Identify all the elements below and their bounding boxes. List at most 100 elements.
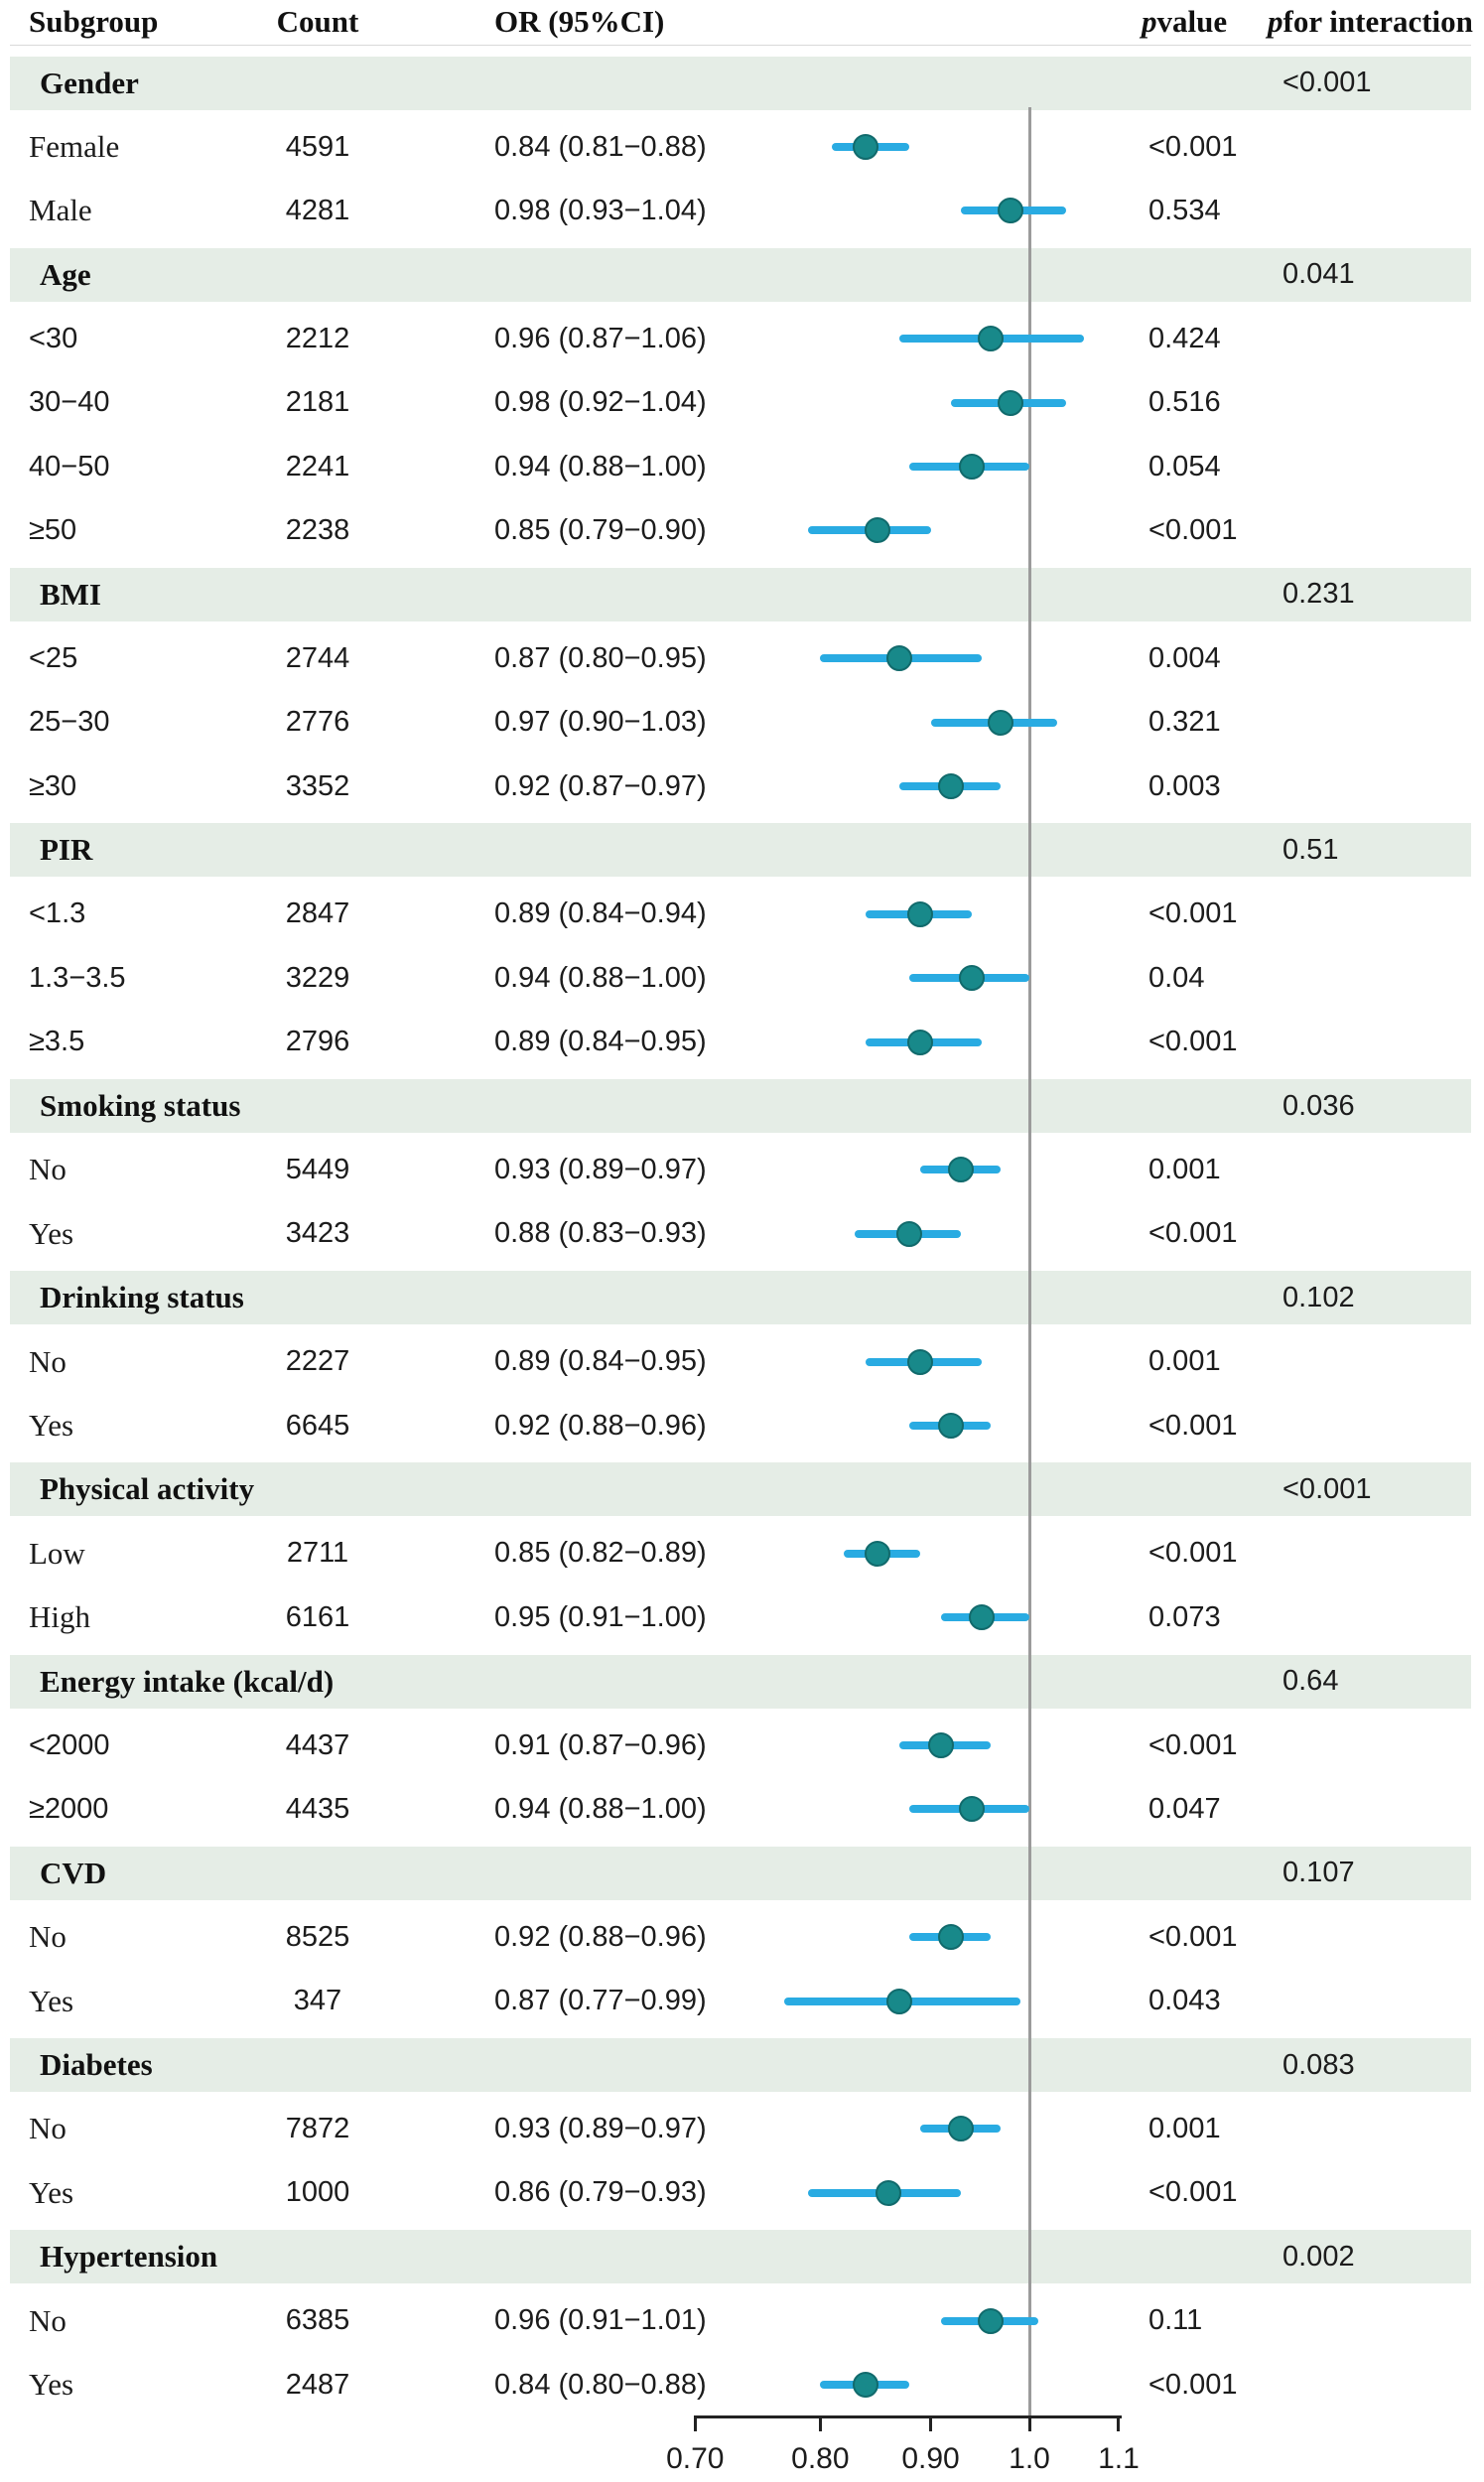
subgroup-label: <2000 <box>29 1728 110 1761</box>
or-dot <box>906 900 933 927</box>
count-value: 2238 <box>285 513 350 546</box>
subgroup-label: Female <box>29 129 120 164</box>
or-ci-text: 0.95 (0.91−1.00) <box>494 1600 707 1633</box>
or-dot <box>948 1157 975 1183</box>
x-axis-tick <box>1027 2415 1031 2431</box>
or-dot <box>997 389 1023 416</box>
p-value: 0.11 <box>1148 2304 1203 2337</box>
subgroup-label: Yes <box>29 2174 74 2210</box>
or-ci-text: 0.84 (0.80−0.88) <box>494 2368 707 2401</box>
or-dot <box>988 709 1014 736</box>
or-dot <box>938 773 965 799</box>
x-axis-tick-label: 0.90 <box>901 2442 960 2475</box>
count-value: 3423 <box>285 1217 350 1250</box>
subgroup-label: ≥50 <box>29 513 77 546</box>
subgroup-label: No <box>29 1919 67 1955</box>
x-axis-tick <box>818 2415 822 2431</box>
count-value: 2847 <box>285 897 350 930</box>
count-value: 4435 <box>285 1792 350 1825</box>
or-dot <box>968 1604 995 1631</box>
p-value: 0.073 <box>1148 1600 1221 1633</box>
x-axis-tick <box>693 2415 697 2431</box>
count-value: 5449 <box>285 1153 350 1185</box>
category-label: Gender <box>40 65 139 100</box>
category-row: Hypertension 0.002 <box>10 2230 1471 2284</box>
column-header-count-label: Count <box>276 4 359 39</box>
subgroup-label: ≥2000 <box>29 1792 109 1825</box>
subgroup-label: 40−50 <box>29 450 110 483</box>
subgroup-label: High <box>29 1599 90 1635</box>
category-row: BMI 0.231 <box>10 567 1471 621</box>
subgroup-label: No <box>29 1152 67 1187</box>
column-header-count: Count <box>248 0 387 44</box>
or-ci-text: 0.92 (0.87−0.97) <box>494 769 707 802</box>
x-axis-tick-label: 0.80 <box>791 2442 850 2475</box>
p-value: 0.424 <box>1148 322 1221 354</box>
count-value: 6645 <box>285 1409 350 1442</box>
or-dot <box>997 198 1023 224</box>
p-value-header-rest: value <box>1156 4 1228 39</box>
p-value: 0.04 <box>1148 961 1205 994</box>
reference-line <box>1027 107 1031 2415</box>
count-value: 2227 <box>285 1345 350 1378</box>
or-ci-text: 0.98 (0.92−1.04) <box>494 386 707 419</box>
or-dot <box>948 2116 975 2142</box>
or-ci-text: 0.87 (0.77−0.99) <box>494 1985 707 2017</box>
or-dot <box>938 1413 965 1439</box>
p-value: 0.004 <box>1148 641 1221 674</box>
or-ci-text: 0.93 (0.89−0.97) <box>494 2112 707 2144</box>
subgroup-label: 30−40 <box>29 386 110 419</box>
p-interaction-value: 0.51 <box>1282 833 1339 866</box>
p-value: <0.001 <box>1148 1728 1238 1761</box>
count-value: 6161 <box>285 1600 350 1633</box>
or-dot <box>938 1924 965 1951</box>
header-divider <box>10 45 1471 46</box>
p-value: <0.001 <box>1148 897 1238 930</box>
subgroup-label: ≥30 <box>29 769 77 802</box>
or-ci-text: 0.94 (0.88−1.00) <box>494 1792 707 1825</box>
or-ci-text: 0.89 (0.84−0.95) <box>494 1026 707 1058</box>
p-value: <0.001 <box>1148 1217 1238 1250</box>
category-row: CVD 0.107 <box>10 1846 1471 1900</box>
or-dot <box>885 645 912 672</box>
category-row: Physical activity <0.001 <box>10 1462 1471 1517</box>
p-interaction-header-rest: for interaction <box>1282 4 1473 39</box>
or-dot <box>853 2372 879 2398</box>
p-interaction-value: 0.107 <box>1282 1857 1355 1889</box>
column-header-or-ci: OR (95%CI) <box>494 0 664 44</box>
or-dot <box>958 1796 985 1823</box>
subgroup-label: Yes <box>29 1983 74 2018</box>
p-value: 0.001 <box>1148 1345 1221 1378</box>
category-label: CVD <box>40 1855 107 1890</box>
category-row: Age 0.041 <box>10 247 1471 302</box>
p-value: <0.001 <box>1148 1537 1238 1570</box>
category-label: Age <box>40 256 91 292</box>
count-value: 2212 <box>285 322 350 354</box>
or-ci-text: 0.85 (0.82−0.89) <box>494 1537 707 1570</box>
subgroup-label: Low <box>29 1535 85 1571</box>
x-axis-tick <box>1117 2415 1121 2431</box>
p-interaction-value: 0.102 <box>1282 1281 1355 1313</box>
subgroup-label: Yes <box>29 1215 74 1251</box>
subgroup-label: 1.3−3.5 <box>29 961 126 994</box>
p-value: <0.001 <box>1148 1920 1238 1953</box>
p-value: 0.054 <box>1148 450 1221 483</box>
column-header-subgroup-label: Subgroup <box>29 4 159 39</box>
p-value: <0.001 <box>1148 2368 1238 2401</box>
or-dot <box>978 326 1005 352</box>
category-label: PIR <box>40 832 93 868</box>
p-value: <0.001 <box>1148 130 1238 163</box>
subgroup-label: <25 <box>29 641 78 674</box>
column-header-p-value: p value <box>1142 0 1227 44</box>
or-dot <box>958 965 985 992</box>
category-label: Energy intake (kcal/d) <box>40 1663 335 1699</box>
subgroup-label: ≥3.5 <box>29 1026 85 1058</box>
category-label: Diabetes <box>40 2047 153 2082</box>
p-value: 0.001 <box>1148 1153 1221 1185</box>
count-value: 2711 <box>286 1537 349 1570</box>
category-row: Energy intake (kcal/d) 0.64 <box>10 1654 1471 1709</box>
subgroup-label: Yes <box>29 1408 74 1443</box>
count-value: 3229 <box>285 961 350 994</box>
p-interaction-value: 0.036 <box>1282 1089 1355 1122</box>
